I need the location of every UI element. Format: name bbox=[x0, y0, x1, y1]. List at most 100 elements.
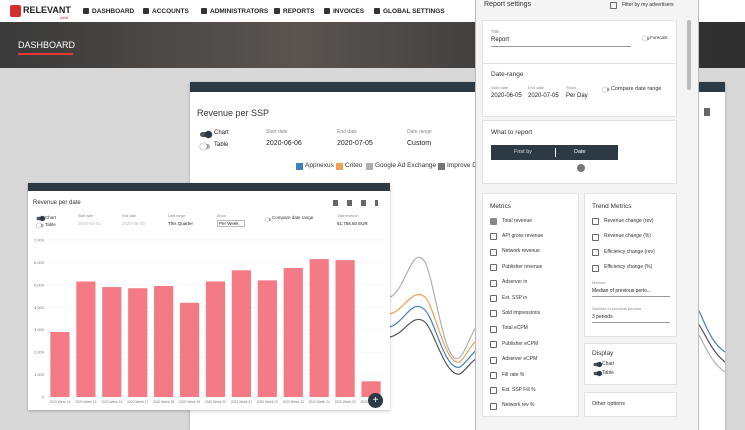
title-section: Title Report Forecast bbox=[482, 20, 677, 64]
fab[interactable]: + bbox=[368, 393, 383, 408]
underline bbox=[592, 296, 670, 297]
bar bbox=[335, 260, 355, 397]
nav-icon bbox=[374, 8, 380, 14]
checkbox[interactable] bbox=[490, 356, 497, 364]
checkbox-label: Filter by my advertisers bbox=[622, 2, 674, 8]
card-title: Revenue per date bbox=[33, 200, 81, 206]
heading: Display bbox=[592, 350, 614, 357]
select[interactable]: Per Day bbox=[566, 93, 588, 99]
x-tick-label: 2020 Week 15 bbox=[75, 400, 96, 404]
value: 2020-07-05 bbox=[337, 140, 373, 147]
checkbox[interactable] bbox=[490, 372, 497, 379]
label: First by bbox=[514, 149, 533, 155]
toggle[interactable] bbox=[36, 223, 44, 228]
toggle-label: Table bbox=[45, 222, 56, 227]
banner-underline bbox=[18, 53, 73, 55]
nav-item[interactable]: GLOBAL SETTINGS bbox=[383, 8, 445, 15]
checkbox[interactable] bbox=[490, 325, 497, 333]
heading: Date-range bbox=[491, 71, 524, 78]
checkbox[interactable] bbox=[490, 264, 497, 272]
checkbox[interactable] bbox=[490, 279, 497, 287]
dimension-bar[interactable] bbox=[491, 145, 618, 160]
checkbox[interactable] bbox=[592, 233, 599, 241]
toggle[interactable] bbox=[36, 216, 45, 221]
select[interactable]: 3 periods bbox=[592, 314, 613, 320]
checkbox[interactable] bbox=[490, 295, 497, 302]
divider bbox=[555, 148, 556, 157]
input[interactable]: Report bbox=[491, 37, 510, 43]
value: 2020-07-05 bbox=[528, 93, 559, 99]
label: End date bbox=[122, 214, 137, 218]
legend-swatch bbox=[336, 163, 343, 170]
y-tick-label: 4,000 bbox=[34, 305, 45, 310]
scrollbar bbox=[687, 20, 691, 90]
nav-item[interactable]: REPORTS bbox=[283, 8, 315, 15]
y-tick-label: 5,000 bbox=[34, 282, 45, 287]
toggle[interactable] bbox=[593, 362, 602, 367]
legend-swatch bbox=[296, 163, 303, 170]
legend-label: Criteo bbox=[345, 162, 363, 169]
nav-item[interactable]: DASHBOARD bbox=[92, 8, 135, 15]
select[interactable]: Per Week bbox=[217, 220, 245, 227]
legend-swatch bbox=[438, 163, 445, 170]
x-tick-label: 2020 Week 25 bbox=[335, 400, 356, 404]
add-button[interactable] bbox=[577, 164, 585, 172]
bar-chart: 0 1,000 2,000 3,000 4,000 5,000 6,000 7,000 2020… bbox=[34, 238, 384, 404]
toggle-label: Table bbox=[214, 142, 229, 148]
checkbox[interactable] bbox=[490, 218, 497, 225]
checkbox-label: Est. SSP in bbox=[502, 294, 528, 301]
toggle[interactable] bbox=[200, 131, 212, 138]
nav-item[interactable]: ADMINISTRATORS bbox=[210, 8, 269, 15]
y-tick-label: 6,000 bbox=[34, 260, 45, 265]
x-tick-label: 2020 Week 24 bbox=[309, 400, 330, 404]
checkbox[interactable] bbox=[490, 341, 497, 349]
checkbox-label: Sold impressions bbox=[502, 309, 541, 316]
checkbox-label: Adserver eCPM bbox=[502, 356, 538, 363]
checkbox-label: Efficiency change (%) bbox=[604, 264, 653, 271]
label: Title bbox=[491, 29, 500, 34]
card-title: Revenue per SSP bbox=[197, 108, 270, 118]
toggle[interactable] bbox=[593, 371, 602, 376]
value: 2020-06-06 bbox=[266, 140, 302, 147]
trash-icon[interactable] bbox=[704, 108, 710, 116]
nav-icon bbox=[324, 8, 330, 14]
heading: Metrics bbox=[490, 203, 511, 210]
select[interactable]: Median of previous perio... bbox=[592, 288, 651, 294]
other-section[interactable]: Other options bbox=[584, 392, 677, 417]
bar bbox=[50, 331, 70, 397]
checkbox-label: Revenue change (%) bbox=[604, 233, 651, 240]
bar bbox=[283, 268, 303, 397]
bar bbox=[154, 285, 174, 397]
icons[interactable] bbox=[333, 200, 378, 206]
x-tick-label: 2020 Week 17 bbox=[127, 400, 148, 404]
checkbox[interactable] bbox=[592, 249, 599, 257]
checkbox[interactable] bbox=[490, 248, 497, 256]
toggle[interactable] bbox=[602, 87, 610, 92]
date-card: Revenue per date Chart Table Start date … bbox=[28, 183, 390, 410]
label: Start date bbox=[78, 214, 94, 218]
checkbox[interactable] bbox=[490, 233, 497, 241]
checkbox[interactable] bbox=[610, 2, 617, 9]
checkbox[interactable] bbox=[592, 264, 599, 272]
checkbox[interactable] bbox=[490, 402, 497, 410]
legend-label: Google Ad Exchange bbox=[375, 162, 437, 169]
nav-item[interactable]: ACCOUNTS bbox=[152, 8, 189, 15]
label: Start date bbox=[491, 85, 509, 90]
toggle[interactable] bbox=[200, 143, 210, 150]
toggle[interactable] bbox=[265, 217, 271, 222]
value: 2020-06-30 bbox=[122, 221, 146, 226]
checkbox[interactable] bbox=[490, 387, 497, 395]
y-tick-label: 2,000 bbox=[34, 350, 45, 355]
label: End date bbox=[528, 85, 545, 90]
bar bbox=[76, 281, 96, 397]
nav-item[interactable]: INVOICES bbox=[333, 8, 365, 15]
checkbox[interactable] bbox=[592, 218, 599, 225]
y-tick-label: 7,000 bbox=[34, 238, 45, 243]
legend-label: Appnexus bbox=[305, 162, 334, 169]
checkbox[interactable] bbox=[490, 310, 497, 318]
checkbox-label: Publisher eCPM bbox=[502, 340, 539, 347]
toggle-label: Chart bbox=[45, 215, 57, 220]
logo-icon bbox=[10, 5, 21, 17]
toggle[interactable] bbox=[642, 36, 650, 41]
y-tick-label: 0 bbox=[42, 395, 45, 400]
